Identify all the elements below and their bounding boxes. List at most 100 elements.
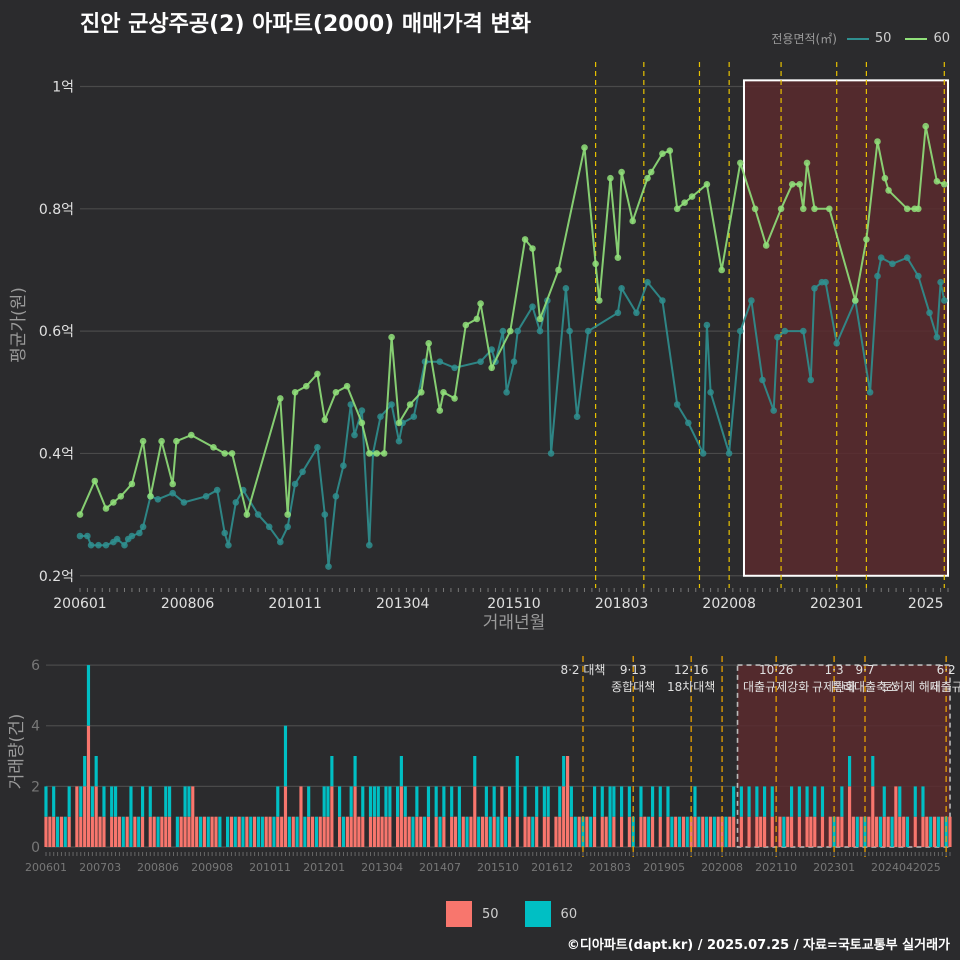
volume-annotation-label: 18차대책 — [667, 679, 715, 694]
volume-bar-50 — [593, 816, 597, 847]
price-point-50 — [76, 532, 84, 540]
volume-annotation-label: 8·2 대책 — [560, 662, 605, 677]
volume-bar-60 — [141, 786, 145, 817]
volume-bar-50 — [357, 816, 361, 847]
volume-bar-60 — [705, 816, 709, 847]
price-point-60 — [91, 477, 99, 485]
price-point-50 — [822, 278, 829, 286]
price-point-60 — [507, 327, 514, 335]
volume-x-tick-label: 202110 — [755, 861, 797, 874]
volume-bar-60 — [531, 816, 535, 847]
price-point-60 — [874, 138, 881, 145]
volume-bar-60 — [438, 816, 442, 847]
volume-bar-60 — [434, 786, 438, 817]
volume-bar-50 — [83, 786, 87, 847]
price-point-60 — [629, 217, 636, 225]
volume-bar-50 — [164, 816, 168, 847]
price-point-50 — [573, 413, 581, 421]
price-point-50 — [937, 278, 944, 286]
price-point-50 — [347, 401, 355, 408]
volume-bar-50 — [361, 816, 365, 847]
volume-bar-60 — [175, 816, 179, 847]
volume-bar-50 — [681, 816, 686, 847]
price-point-50 — [325, 563, 332, 570]
price-point-60 — [343, 382, 351, 390]
legend-top-swatch-60 — [905, 37, 928, 40]
price-point-50 — [128, 532, 136, 540]
price-point-60 — [607, 174, 614, 182]
volume-bar-50 — [191, 786, 195, 847]
volume-bar-60 — [63, 816, 67, 847]
price-point-60 — [314, 370, 321, 378]
volume-bar-50 — [763, 816, 767, 847]
volume-bar-50 — [179, 816, 183, 847]
price-point-50 — [180, 499, 188, 506]
volume-bar-50 — [728, 816, 732, 847]
price-point-50 — [284, 523, 292, 531]
price-point-60 — [863, 236, 870, 243]
volume-bar-60 — [226, 816, 230, 847]
volume-bar-50 — [492, 816, 496, 847]
price-point-60 — [737, 159, 744, 167]
volume-bar-50 — [473, 786, 477, 847]
volume-bar-50 — [168, 816, 172, 847]
price-x-tick-label: 201510 — [487, 596, 540, 612]
legend-top-swatch-50 — [846, 37, 869, 40]
volume-bar-60 — [353, 756, 357, 787]
price-point-50 — [299, 468, 306, 476]
volume-annotation-label: 1·3 — [825, 663, 844, 677]
price-point-50 — [202, 493, 210, 500]
price-point-60 — [614, 254, 622, 261]
volume-bar-60 — [905, 816, 910, 847]
volume-bar-50 — [349, 816, 353, 847]
price-point-60 — [826, 205, 833, 213]
volume-bar-60 — [612, 786, 616, 817]
volume-bar-60 — [693, 786, 697, 817]
volume-bar-50 — [759, 816, 763, 847]
volume-bar-50 — [187, 816, 191, 847]
price-x-tick-label: 202008 — [702, 596, 755, 612]
volume-bar-50 — [569, 816, 573, 847]
volume-bar-50 — [283, 786, 288, 847]
price-point-50 — [232, 499, 240, 506]
volume-bar-50 — [848, 786, 852, 847]
price-point-50 — [154, 496, 162, 503]
volume-bar-60 — [871, 756, 875, 787]
volume-bar-60 — [399, 756, 403, 787]
volume-bar-60 — [272, 816, 276, 847]
price-point-60 — [596, 297, 603, 304]
volume-bar-60 — [341, 816, 346, 847]
volume-bar-60 — [589, 816, 593, 847]
price-x-tick-label: 202301 — [810, 596, 863, 612]
volume-bar-60 — [322, 786, 326, 817]
volume-bar-50 — [469, 816, 473, 847]
volume-bar-50 — [229, 816, 234, 847]
volume-bar-50 — [693, 816, 697, 847]
price-point-50 — [770, 407, 777, 414]
price-point-60 — [673, 205, 681, 213]
legend-bottom: 50 60 — [446, 901, 577, 927]
volume-bar-60 — [338, 786, 342, 817]
volume-bar-50 — [481, 816, 485, 847]
price-point-50 — [707, 389, 714, 396]
volume-bar-60 — [376, 786, 380, 817]
price-point-60 — [659, 150, 666, 157]
price-point-60 — [477, 300, 484, 307]
volume-bar-60 — [83, 756, 87, 787]
price-point-60 — [451, 395, 458, 402]
volume-bar-60 — [457, 786, 461, 847]
price-point-60 — [418, 389, 425, 396]
volume-bar-60 — [739, 786, 743, 817]
price-point-50 — [725, 450, 733, 457]
price-y-tick-label: 0.2억 — [39, 569, 74, 585]
price-point-50 — [351, 431, 358, 439]
volume-bar-60 — [670, 816, 674, 847]
price-point-60 — [358, 419, 366, 427]
volume-bar-50 — [442, 816, 446, 847]
volume-bar-50 — [639, 816, 643, 847]
volume-bar-50 — [202, 816, 206, 847]
price-x-tick-label: 2025 — [908, 596, 944, 612]
volume-bar-60 — [396, 786, 400, 817]
volume-bar-60 — [712, 816, 716, 847]
price-point-60 — [473, 315, 481, 323]
